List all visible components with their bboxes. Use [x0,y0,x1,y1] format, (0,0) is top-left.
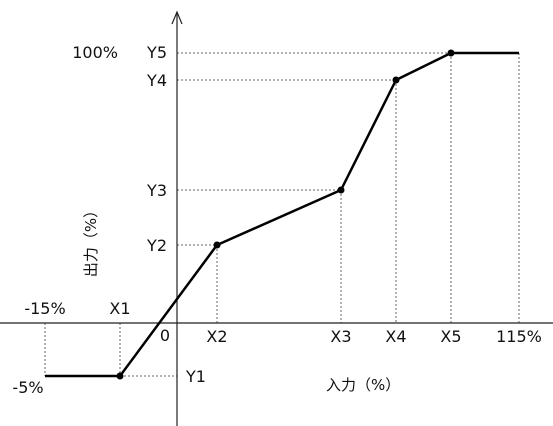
y-label-neg5: -5% [12,378,43,397]
y-label-y5: Y5 [146,43,167,62]
x-label-x5: X5 [440,327,461,346]
y-label-y1: Y1 [185,367,206,386]
x-label-x2: X2 [206,327,227,346]
y-label-y4: Y4 [146,71,167,90]
x-label-x1: X1 [109,299,130,318]
point-x5-y5 [447,49,455,57]
point-x3-y3 [337,186,345,194]
x-axis-title: 入力（%） [326,376,400,394]
y-axis-title: 出力（%） [82,203,100,277]
x-label-p115: 115% [496,327,542,346]
y-label-p100: 100% [72,43,118,62]
y-label-y3: Y3 [146,181,167,200]
point-x2-y2 [213,241,221,249]
x-label-x4: X4 [385,327,406,346]
x-label-zero: 0 [160,326,170,345]
point-x4-y4 [392,76,400,84]
x-label-x3: X3 [330,327,351,346]
point-x1-y1 [116,372,124,380]
y-label-y2: Y2 [146,236,167,255]
x-label-neg15: -15% [24,299,65,318]
y-axis-arrowhead [171,10,183,25]
